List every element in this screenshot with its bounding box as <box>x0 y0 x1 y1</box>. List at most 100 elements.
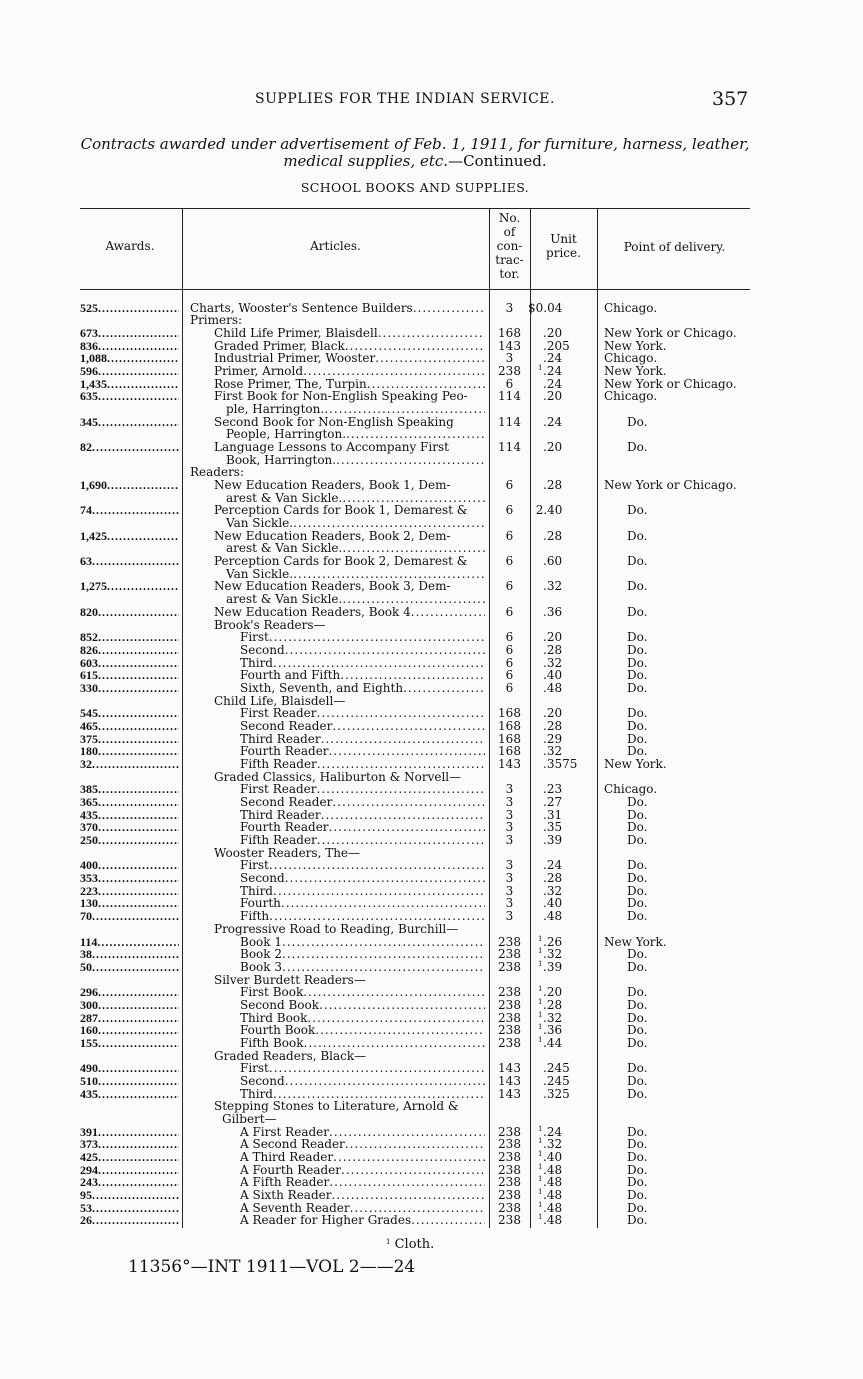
unit-price: .48 <box>543 681 563 695</box>
cell-text: 852 <box>80 631 98 645</box>
cell-text: A Fifth Reader <box>240 1176 330 1190</box>
cell-text: 400 <box>80 859 98 873</box>
cell-text: Second Reader <box>240 796 333 810</box>
article-name: Child Life Primer, Blaisdell............… <box>214 327 485 340</box>
dot-leader: ........................................… <box>328 821 485 835</box>
cell-text: 425 <box>80 1151 98 1165</box>
award-number: 370.....................................… <box>80 821 179 834</box>
footnote-marker: 1 <box>386 1238 391 1246</box>
cell-text: 63 <box>80 555 92 569</box>
award-number: 375.....................................… <box>80 733 179 746</box>
dot-leader: ........................................… <box>98 732 179 746</box>
article-group-heading: Graded Readers, Black— <box>214 1049 367 1063</box>
unit-price: .24 <box>543 415 563 429</box>
cell-text: 545 <box>80 707 98 721</box>
contractor-number: 143 <box>498 339 521 353</box>
dot-leader: ........................................… <box>333 1151 485 1165</box>
award-number: 223.....................................… <box>80 885 179 898</box>
unit-price: .24 <box>543 377 563 391</box>
award-number: 32......................................… <box>80 758 179 771</box>
cell-text: Book 2 <box>240 948 282 962</box>
cell-text: Fourth <box>240 897 281 911</box>
dot-leader: ........................................… <box>320 808 485 822</box>
cell-text: 490 <box>80 1062 98 1076</box>
cell-text: People, Harrington. <box>226 428 347 442</box>
cell-text: Fifth Reader <box>240 757 317 771</box>
article-name: Perception Cards for Book 2, Demarest & <box>214 555 468 569</box>
award-number: 330.....................................… <box>80 682 179 695</box>
article-name: Fifth...................................… <box>240 910 485 923</box>
cell-text: First <box>240 859 269 873</box>
contractor-number: 3 <box>505 884 514 898</box>
cell-text: 223 <box>80 884 98 898</box>
column-divider <box>489 208 490 1228</box>
article-name: Book 1..................................… <box>240 936 485 949</box>
article-name: First...................................… <box>240 631 485 644</box>
unit-price: .28 <box>543 479 563 493</box>
award-number: 525.....................................… <box>80 302 179 315</box>
cell-text: Fourth Book <box>240 1024 316 1038</box>
cell-text: 38 <box>80 948 92 962</box>
dot-leader: ........................................… <box>375 352 485 366</box>
dot-leader: ........................................… <box>92 757 179 771</box>
cloth-note-marker: 1 <box>538 1162 543 1171</box>
dot-leader: ........................................… <box>366 377 485 391</box>
point-of-delivery: New York. <box>604 935 667 949</box>
article-name: Industrial Primer, Wooster..............… <box>214 352 485 365</box>
cell-text: 603 <box>80 656 98 670</box>
cloth-note-marker: 1 <box>538 1023 543 1032</box>
dot-leader: ........................................… <box>284 1074 485 1088</box>
dot-leader: ........................................… <box>98 1151 179 1165</box>
award-number: 38......................................… <box>80 948 179 961</box>
point-of-delivery: Do. <box>627 796 648 810</box>
award-number: 373.....................................… <box>80 1138 179 1151</box>
article-name: Second..................................… <box>240 872 485 885</box>
unit-price: .28 <box>543 643 563 657</box>
article-name: Third Reader............................… <box>240 733 485 746</box>
point-of-delivery: Do. <box>627 1024 648 1038</box>
cell-text: A Sixth Reader <box>240 1189 332 1203</box>
article-name: Fourth Reader...........................… <box>240 745 485 758</box>
cell-text: Book 3 <box>240 960 282 974</box>
award-number: 545.....................................… <box>80 707 179 720</box>
unit-price: .48 <box>543 910 563 924</box>
article-name: Perception Cards for Book 1, Demarest & <box>214 504 468 518</box>
dot-leader: ........................................… <box>307 1011 485 1025</box>
dot-leader: ........................................… <box>273 1087 485 1101</box>
article-name: Second Reader...........................… <box>240 796 485 809</box>
contractor-number: 238 <box>498 364 521 378</box>
point-of-delivery: Do. <box>627 821 648 835</box>
unit-price: .29 <box>543 732 563 746</box>
cell-text: Fifth Reader <box>240 834 317 848</box>
dot-leader: ........................................… <box>98 390 179 404</box>
dot-leader: ........................................… <box>342 491 485 505</box>
dot-leader: ........................................… <box>98 872 179 886</box>
cell-text: A First Reader <box>240 1125 329 1139</box>
cell-text: 74 <box>80 504 92 518</box>
award-number: 1,088...................................… <box>80 352 179 365</box>
cell-text: New Education Readers, Book 4 <box>214 605 411 619</box>
award-number: 70......................................… <box>80 910 179 923</box>
award-number: 425.....................................… <box>80 1151 179 1164</box>
award-number: 435.....................................… <box>80 1088 179 1101</box>
dot-leader: ........................................… <box>316 707 485 721</box>
cell-text: Third <box>240 1087 273 1101</box>
point-of-delivery: Do. <box>627 529 648 543</box>
cloth-note-marker: 1 <box>538 1188 543 1197</box>
article-name: First...................................… <box>240 1062 485 1075</box>
cell-text: Fifth <box>240 910 270 924</box>
article-name: ple, Harrington.........................… <box>226 403 485 416</box>
unit-price: .48 <box>543 1189 563 1203</box>
cell-text: A Fourth Reader <box>240 1163 342 1177</box>
point-of-delivery: New York. <box>604 339 667 353</box>
cell-text: Van Sickle. <box>226 567 294 581</box>
cell-text: 26 <box>80 1214 92 1228</box>
contractor-number: 6 <box>505 656 514 670</box>
contractor-number: 168 <box>498 719 521 733</box>
cell-text: Primer, Arnold <box>214 364 304 378</box>
unit-price: .40 <box>543 897 563 911</box>
article-name: New Education Readers, Book 2, Dem- <box>214 529 451 543</box>
contractor-number: 3 <box>505 834 514 848</box>
unit-price: .39 <box>543 960 563 974</box>
header-bottom-rule <box>80 289 750 290</box>
